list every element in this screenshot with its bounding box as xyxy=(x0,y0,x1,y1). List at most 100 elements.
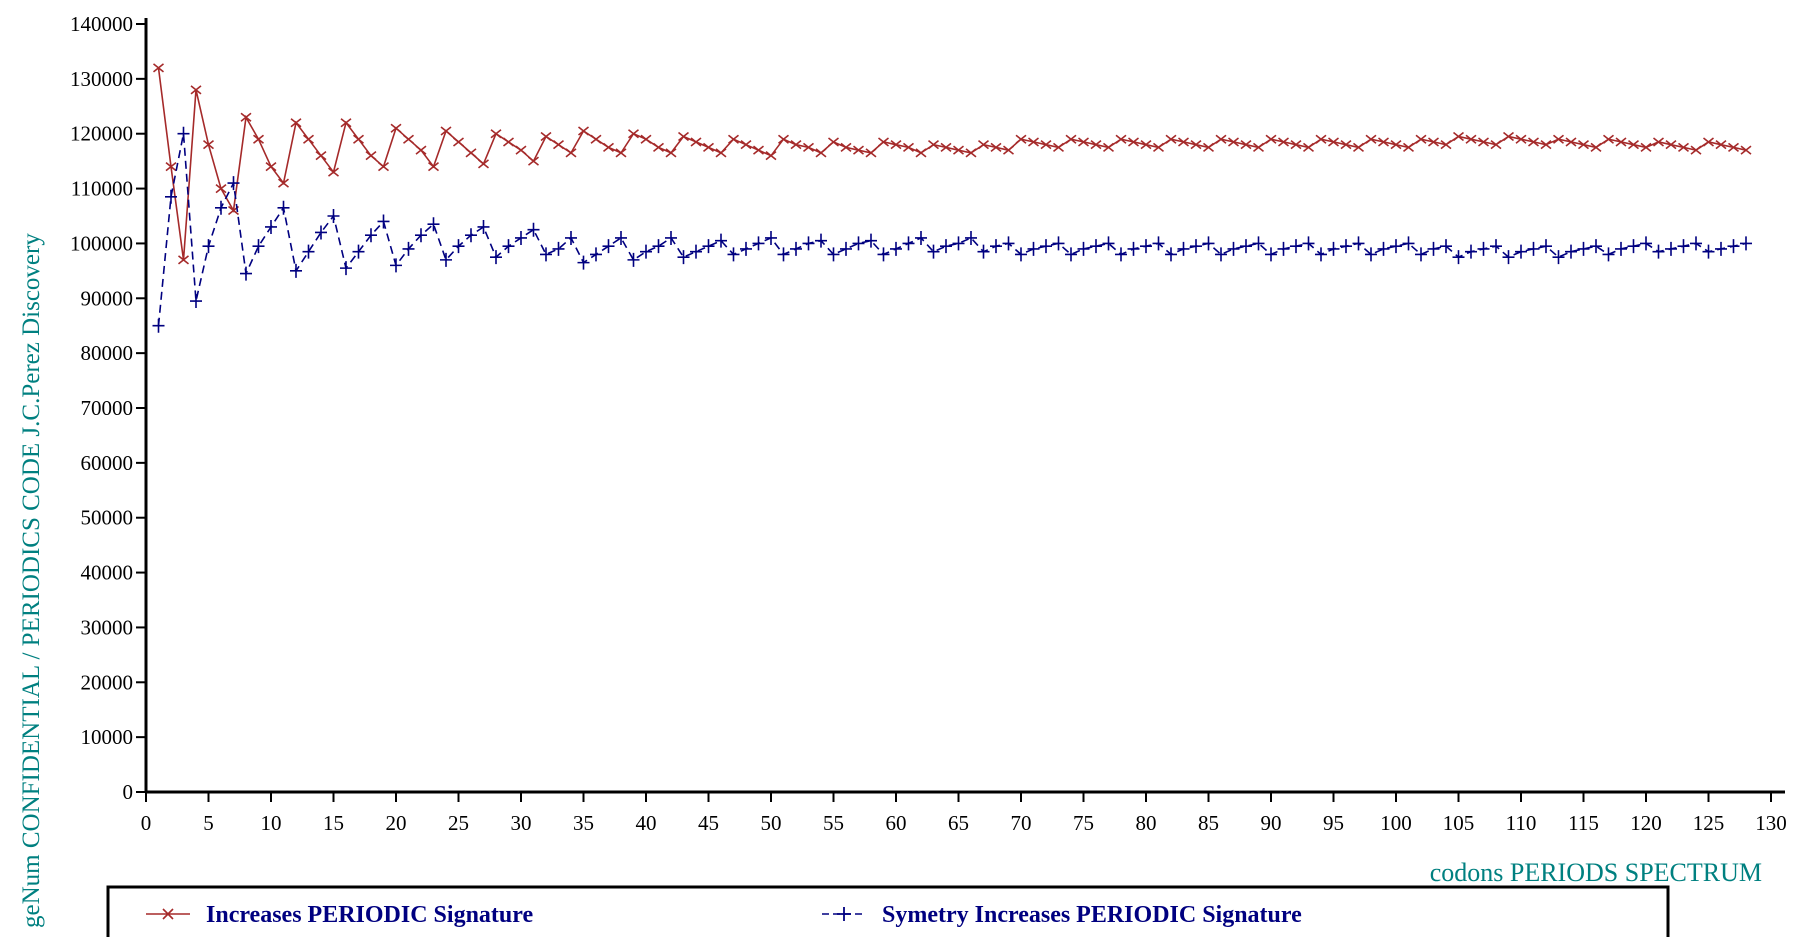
axes: 0 10000 20000 30000 40000 50000 60000 70000 8000… xyxy=(70,12,1787,835)
data-point xyxy=(927,244,940,259)
data-point xyxy=(1640,236,1652,251)
data-point xyxy=(1190,140,1202,150)
series-line xyxy=(157,67,1747,261)
data-point xyxy=(1477,241,1490,256)
data-point xyxy=(1102,236,1115,251)
data-point xyxy=(1615,241,1627,256)
data-point xyxy=(253,134,264,144)
data-point xyxy=(365,228,377,243)
data-point xyxy=(1702,244,1715,259)
data-point xyxy=(1065,134,1077,144)
data-point xyxy=(1403,142,1414,153)
data-point xyxy=(1365,134,1377,144)
data-point xyxy=(515,230,527,245)
data-point xyxy=(1165,247,1177,262)
x-tick-label: 5 xyxy=(203,811,214,835)
data-point xyxy=(428,162,439,172)
data-point xyxy=(1677,239,1690,254)
data-point xyxy=(1165,134,1177,144)
data-point xyxy=(1040,239,1052,254)
data-point xyxy=(628,129,639,139)
data-point xyxy=(1103,142,1114,153)
x-tick-label: 45 xyxy=(698,811,719,835)
data-point xyxy=(1465,244,1477,259)
data-point xyxy=(752,236,765,251)
data-point xyxy=(1065,247,1077,262)
data-point xyxy=(627,252,640,267)
y-tick-label: 60000 xyxy=(81,451,134,475)
data-point xyxy=(853,145,864,155)
data-point xyxy=(403,134,414,144)
data-point xyxy=(452,239,465,254)
data-point xyxy=(1003,145,1014,155)
data-point xyxy=(1515,134,1527,144)
data-point xyxy=(390,258,402,273)
legend-marker-plus xyxy=(837,907,851,921)
data-point xyxy=(440,252,452,267)
data-point xyxy=(565,148,577,158)
data-point xyxy=(465,228,477,243)
data-point xyxy=(1427,241,1440,256)
data-point xyxy=(415,228,427,243)
data-point xyxy=(1727,239,1740,254)
data-point xyxy=(1028,137,1039,147)
data-point xyxy=(265,219,277,234)
data-point xyxy=(1527,241,1540,256)
data-point xyxy=(815,233,827,248)
data-point xyxy=(1202,236,1215,251)
data-point xyxy=(1377,241,1390,256)
y-tick-label: 70000 xyxy=(81,396,134,420)
data-point xyxy=(727,247,740,262)
data-point xyxy=(1090,239,1102,254)
y-tick-label: 10000 xyxy=(81,725,134,749)
legend-item-symetry: Symetry Increases PERIODIC Signature xyxy=(822,902,1302,928)
data-point xyxy=(1603,134,1614,144)
data-point xyxy=(1440,239,1452,254)
data-point xyxy=(902,236,915,251)
data-point xyxy=(615,230,627,245)
data-point xyxy=(1328,137,1339,147)
data-point xyxy=(940,239,952,254)
y-tick-label: 50000 xyxy=(81,506,134,530)
data-point xyxy=(252,239,265,254)
series-increases xyxy=(153,63,1752,265)
data-point xyxy=(1315,134,1327,144)
data-point xyxy=(1690,236,1702,251)
legend-marker-x xyxy=(162,908,174,920)
x-tick-label: 85 xyxy=(1198,811,1219,835)
data-point xyxy=(453,137,464,147)
data-point xyxy=(502,239,515,254)
data-point xyxy=(340,261,352,276)
data-point xyxy=(1615,137,1627,147)
data-point xyxy=(215,183,227,194)
data-point xyxy=(578,126,589,136)
x-tick-label: 105 xyxy=(1443,811,1475,835)
data-point xyxy=(865,148,877,158)
data-point xyxy=(1140,239,1152,254)
x-tick-label: 10 xyxy=(261,811,282,835)
data-point xyxy=(928,140,939,150)
data-point xyxy=(1002,236,1015,251)
data-point xyxy=(1277,241,1290,256)
data-point xyxy=(1590,142,1602,153)
data-point xyxy=(840,241,852,256)
data-point xyxy=(1715,140,1727,150)
data-point xyxy=(1052,236,1065,251)
data-point xyxy=(190,85,202,95)
data-point xyxy=(1227,241,1240,256)
data-point xyxy=(1490,239,1502,254)
data-point xyxy=(1452,250,1465,265)
data-point xyxy=(652,239,665,254)
y-tick-label: 120000 xyxy=(70,122,133,146)
data-point xyxy=(1078,137,1089,147)
data-point xyxy=(690,137,702,147)
data-point xyxy=(653,142,664,153)
data-point xyxy=(328,167,339,177)
legend: Increases PERIODIC Signature Symetry Inc… xyxy=(106,885,1670,937)
data-point xyxy=(152,318,165,333)
data-point xyxy=(1590,239,1602,254)
data-point xyxy=(1340,140,1352,150)
data-point xyxy=(540,131,552,142)
data-point xyxy=(740,241,752,256)
data-point xyxy=(1365,247,1377,262)
